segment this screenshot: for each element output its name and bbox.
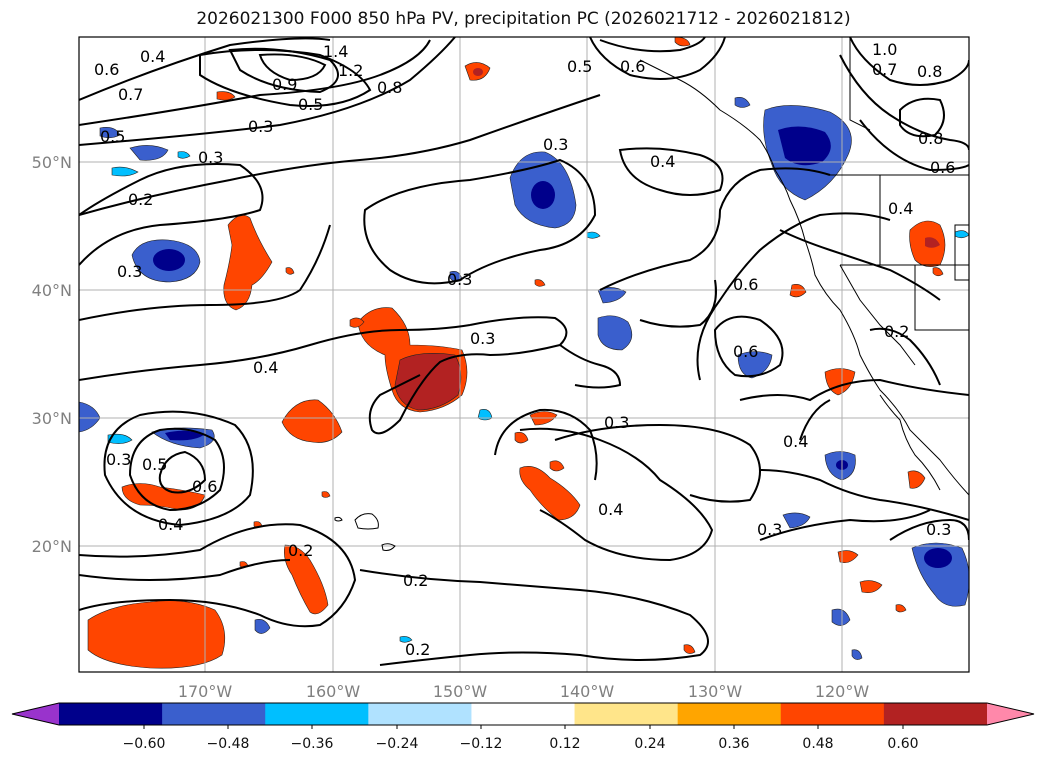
colorbar-cell [59, 703, 163, 725]
lat-label: 40°N [32, 281, 72, 300]
pos-patch-42n [223, 214, 273, 311]
contour-label: 0.4 [140, 47, 165, 66]
colorbar-cell [471, 703, 576, 725]
contour-label: 0.8 [918, 129, 943, 148]
lon-label: 160°W [306, 682, 361, 701]
lat-label: 50°N [32, 153, 72, 172]
pos-patch-18n [284, 544, 329, 615]
lon-label: 120°W [815, 682, 870, 701]
contour-label: 0.6 [620, 57, 645, 76]
colorbar-tick-label: 0.24 [634, 736, 665, 752]
colorbar-cell [677, 703, 782, 725]
colorbar-tick-labels: −0.60 −0.48 −0.36 −0.24 −0.12 0.12 0.24 … [123, 736, 919, 752]
contour-label: 0.2 [288, 541, 313, 560]
colorbar-cell [883, 703, 988, 725]
contour-label: 0.3 [117, 262, 142, 281]
longitude-labels: 170°W 160°W 150°W 140°W 130°W 120°W [178, 682, 870, 701]
neg-patch-38n [597, 315, 633, 351]
contour-label: 0.7 [872, 60, 897, 79]
contour-label: 0.6 [733, 275, 758, 294]
contour-label: 0.4 [888, 199, 913, 218]
neg-patch-w28 [107, 433, 133, 444]
contour-label: 0.5 [142, 455, 167, 474]
colorbar-tick-label: −0.36 [291, 736, 334, 752]
lon-label: 170°W [178, 682, 233, 701]
contour-label: 1.0 [872, 40, 897, 59]
contour-label: 0.3 [470, 329, 495, 348]
neg-core-48n [531, 181, 555, 209]
contour-label: 0.8 [917, 62, 942, 81]
pos-patch-30n [281, 399, 343, 443]
colorbar-cell [265, 703, 369, 725]
colorbar-tick-label: 0.36 [718, 736, 749, 752]
contour-label: 0.2 [128, 190, 153, 209]
pos-patch-14n [87, 600, 226, 669]
contour-label: 0.4 [650, 152, 675, 171]
contour-label: 0.6 [94, 60, 119, 79]
contour-label: 0.4 [598, 500, 623, 519]
colorbar-ticks [143, 725, 904, 729]
contour-label: 0.3 [604, 413, 629, 432]
contour-label: 0.3 [543, 135, 568, 154]
colorbar-tick-label: −0.24 [376, 736, 419, 752]
map-frame [78, 36, 970, 673]
contour-label-group: 0.4 1.4 1.2 0.9 0.5 0.8 0.5 0.6 1.0 0.7 … [94, 40, 955, 659]
colorbar-cell [162, 703, 266, 725]
neg-core-coast [778, 126, 831, 166]
contour-label: 1.2 [338, 61, 363, 80]
contour-label: 0.3 [106, 450, 131, 469]
colorbar-tick-label: −0.48 [207, 736, 250, 752]
contour-label: 0.4 [253, 358, 278, 377]
colorbar-tick-label: −0.12 [460, 736, 503, 752]
lon-label: 130°W [688, 682, 743, 701]
map-gridlines [79, 37, 969, 672]
neg-core-mex [924, 548, 952, 568]
colorbar: −0.60 −0.48 −0.36 −0.24 −0.12 0.12 0.24 … [11, 702, 1035, 752]
lon-label: 150°W [433, 682, 488, 701]
contour-label: 0.8 [377, 78, 402, 97]
lat-label: 20°N [32, 537, 72, 556]
colorbar-cell [780, 703, 885, 725]
latitude-labels: 50°N 40°N 30°N 20°N [32, 153, 72, 556]
contour-label: 0.4 [783, 432, 808, 451]
colorbar-extend-low [12, 703, 59, 725]
colorbar-cell [574, 703, 679, 725]
contour-label: 0.5 [100, 127, 125, 146]
colorbar-cell [368, 703, 472, 725]
contour-label: 0.2 [403, 571, 428, 590]
contour-label: 0.4 [158, 515, 183, 534]
pos-patch-22n [519, 466, 581, 521]
colorbar-tick-label: 0.60 [887, 736, 918, 752]
contour-label: 0.6 [930, 158, 955, 177]
pv-contours [79, 37, 969, 666]
contour-label: 0.2 [884, 322, 909, 341]
contour-label: 0.3 [248, 117, 273, 136]
colorbar-tick-label: 0.12 [549, 736, 580, 752]
colorbar-tick-label: −0.60 [123, 736, 166, 752]
contour-label: 0.7 [118, 85, 143, 104]
neg-core-41n [153, 249, 185, 271]
contour-label: 1.4 [323, 42, 348, 61]
lat-label: 30°N [32, 409, 72, 428]
neg-patch-28n-core [165, 430, 205, 441]
contour-label: 0.3 [447, 270, 472, 289]
lon-label: 140°W [560, 682, 615, 701]
contour-label: 0.6 [733, 342, 758, 361]
pos-core-33n [394, 353, 462, 411]
map-title: 2026021300 F000 850 hPa PV, precipitatio… [196, 9, 851, 29]
contour-label: 0.2 [405, 640, 430, 659]
coastlines [334, 37, 969, 551]
contour-label: 0.3 [198, 148, 223, 167]
contour-label: 0.3 [757, 520, 782, 539]
contour-label: 0.9 [272, 75, 297, 94]
contour-label: 0.6 [192, 477, 217, 496]
precip-shading [79, 37, 969, 669]
contour-label: 0.5 [298, 95, 323, 114]
colorbar-outline [11, 702, 1035, 726]
contour-label: 0.3 [926, 520, 951, 539]
colorbar-extend-high [987, 703, 1034, 725]
colorbar-tick-label: 0.48 [802, 736, 833, 752]
contour-label: 0.5 [567, 57, 592, 76]
